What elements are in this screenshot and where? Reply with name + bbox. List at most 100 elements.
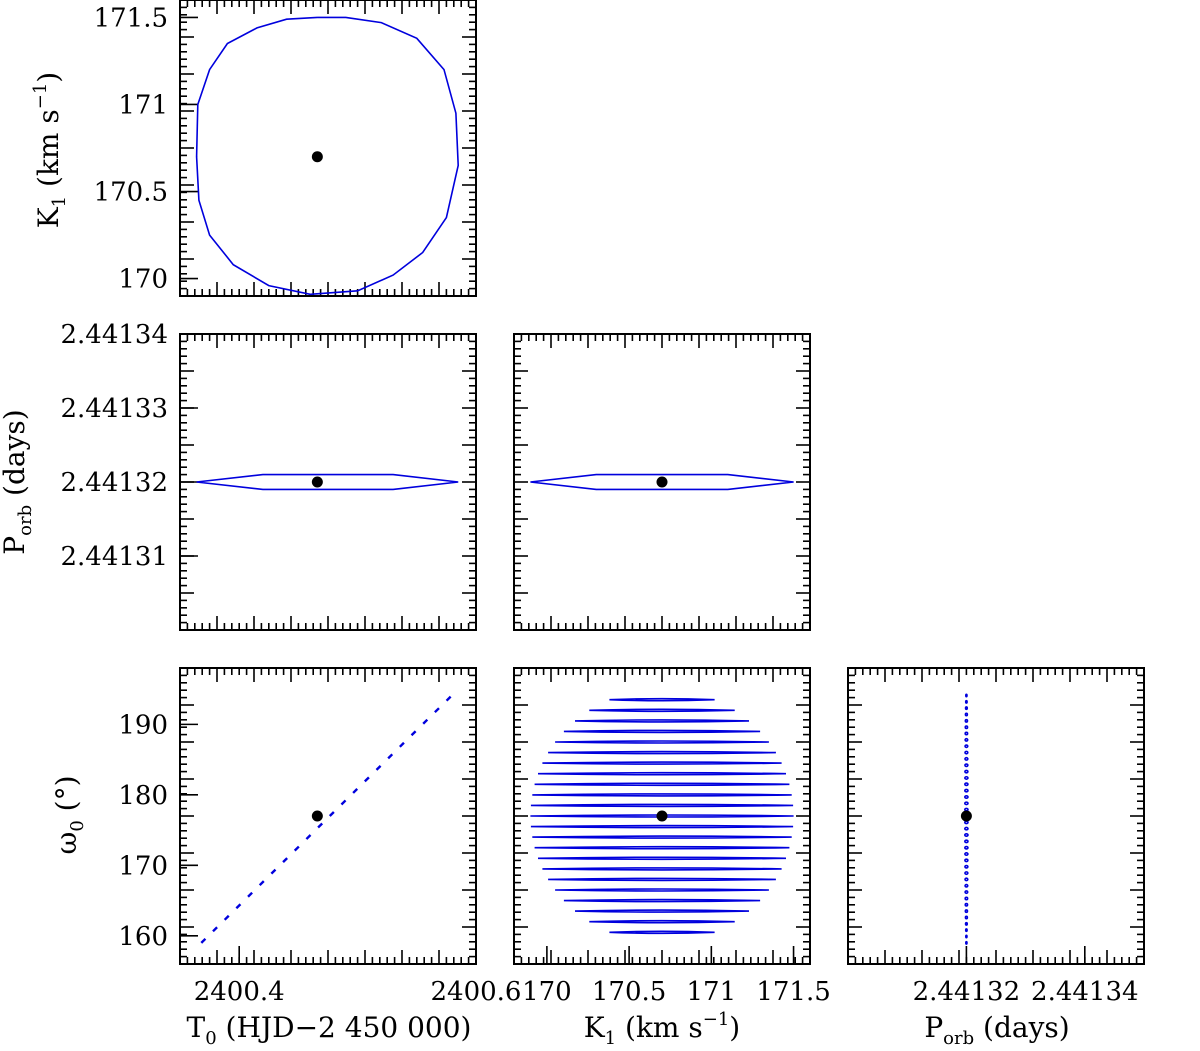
degeneracy-segment xyxy=(270,868,277,875)
confidence-contour-slice xyxy=(964,871,969,876)
confidence-contour-slice xyxy=(964,750,969,755)
confidence-contour-slice xyxy=(964,909,969,914)
confidence-contour-slice xyxy=(964,731,969,736)
confidence-contour-slice xyxy=(534,845,790,850)
degeneracy-segment xyxy=(212,926,218,933)
degeneracy-segment xyxy=(317,822,324,829)
confidence-contour-slice xyxy=(964,725,969,730)
degeneracy-segment xyxy=(410,730,417,737)
y-tick-label: 180 xyxy=(118,781,168,811)
confidence-contour-slice xyxy=(537,771,787,776)
confidence-contour-slice xyxy=(964,826,969,831)
x-axis-title-porb: Porb (days) xyxy=(924,1011,1069,1049)
confidence-contour-slice xyxy=(964,712,969,717)
confidence-contour-slice xyxy=(964,921,969,926)
confidence-contour-slice xyxy=(563,729,761,734)
confidence-contour-slice xyxy=(964,902,969,907)
degeneracy-segment xyxy=(328,811,335,817)
confidence-contour-slice xyxy=(964,801,969,806)
y-tick-label: 190 xyxy=(118,710,168,740)
confidence-contour-slice xyxy=(589,919,735,924)
confidence-contour-slice xyxy=(964,839,969,844)
panel-middle-left: 2.44131 2.44132 2.44133 2.44134 xyxy=(60,320,477,631)
plot-frame xyxy=(847,667,1145,965)
confidence-contour-slice xyxy=(609,930,715,935)
confidence-contour-slice xyxy=(555,740,769,744)
confidence-contour-slice xyxy=(964,788,969,793)
confidence-contour-slice xyxy=(574,909,750,913)
y-tick-label: 2.44132 xyxy=(60,468,168,498)
confidence-contour-slice xyxy=(964,928,968,933)
y-tick-label: 2.44131 xyxy=(60,542,168,572)
confidence-contour xyxy=(195,16,460,296)
best-fit-point xyxy=(311,810,323,822)
confidence-contour-slice xyxy=(609,697,715,702)
confidence-contour-slice xyxy=(965,934,968,939)
confidence-contour-slice xyxy=(964,775,969,780)
confidence-contour-slice xyxy=(964,858,969,863)
confidence-contour-slice xyxy=(964,699,968,704)
x-tick-label: 2.44134 xyxy=(1031,977,1139,1007)
degeneracy-segment xyxy=(399,741,405,748)
y-axis-title-omega0: ω0 (°) xyxy=(50,775,88,854)
degeneracy-segment xyxy=(235,903,242,910)
degeneracy-segment xyxy=(223,914,230,921)
degeneracy-segment xyxy=(434,707,440,714)
y-tick-label: 170 xyxy=(118,265,168,295)
x-axis-title-k1: K1 (km s−1) xyxy=(584,1009,740,1049)
x-tick-label: 170 xyxy=(522,977,572,1007)
confidence-contour-slice xyxy=(964,756,969,761)
confidence-contour-slice xyxy=(534,782,790,787)
confidence-contour-slice xyxy=(964,769,969,774)
confidence-contour-slice xyxy=(964,915,969,920)
best-fit-point xyxy=(656,476,668,488)
confidence-contour-slice xyxy=(537,856,787,861)
degeneracy-segment xyxy=(363,776,370,783)
confidence-contour-slice xyxy=(964,877,969,882)
confidence-contour-slice xyxy=(542,761,782,765)
best-fit-point xyxy=(311,151,323,163)
confidence-contour-slice xyxy=(530,814,794,818)
confidence-contour-slice xyxy=(964,852,969,857)
confidence-contour xyxy=(196,473,459,491)
panel-top-left: 170 170.5 171 171.5 xyxy=(94,0,477,297)
degeneracy-segment xyxy=(352,788,359,794)
confidence-contour-slice xyxy=(964,718,969,723)
confidence-contour-slice xyxy=(964,883,969,888)
x-tick-label: 171 xyxy=(687,977,737,1007)
confidence-contour-slice xyxy=(964,794,969,799)
confidence-contour-slice xyxy=(589,708,735,713)
confidence-contour-slice xyxy=(964,706,969,711)
degeneracy-segment xyxy=(305,834,312,840)
panel-bottom-left: 160 170 180 190 2400.4 2400.6 xyxy=(118,667,521,1007)
degeneracy-segment xyxy=(445,695,452,702)
confidence-contour-slice xyxy=(548,750,776,755)
y-tick-label: 170.5 xyxy=(94,178,168,208)
best-fit-point xyxy=(311,476,323,488)
y-tick-label: 2.44133 xyxy=(60,394,168,424)
y-axis-title-k1: K1 (km s−1) xyxy=(30,72,70,228)
confidence-contour-slice xyxy=(574,719,750,723)
confidence-contour-slice xyxy=(964,845,969,850)
confidence-contour-slice xyxy=(964,763,969,768)
confidence-contour-slice xyxy=(964,744,969,749)
confidence-contour-slice xyxy=(555,888,769,892)
confidence-contour-slice xyxy=(563,898,761,903)
confidence-contour-slice xyxy=(965,693,968,698)
degeneracy-segment xyxy=(340,799,347,806)
confidence-contour-slice xyxy=(964,864,969,869)
confidence-contour-slice xyxy=(964,807,969,812)
y-tick-label: 171.5 xyxy=(94,3,168,33)
confidence-contour-slice xyxy=(532,835,792,839)
panel-bottom-right: 2.44132 2.44134 xyxy=(847,667,1145,1007)
confidence-contour-slice xyxy=(530,803,794,808)
confidence-contour-slice xyxy=(532,793,792,797)
panel-bottom-center: 170 170.5 171 171.5 xyxy=(513,667,831,1007)
degeneracy-segment xyxy=(258,880,265,887)
x-tick-label: 2400.4 xyxy=(194,977,285,1007)
degeneracy-segment xyxy=(247,891,253,898)
y-axis-title-porb: Porb (days) xyxy=(0,409,36,554)
confidence-contour-slice xyxy=(965,940,968,945)
confidence-contour-slice xyxy=(542,867,782,871)
